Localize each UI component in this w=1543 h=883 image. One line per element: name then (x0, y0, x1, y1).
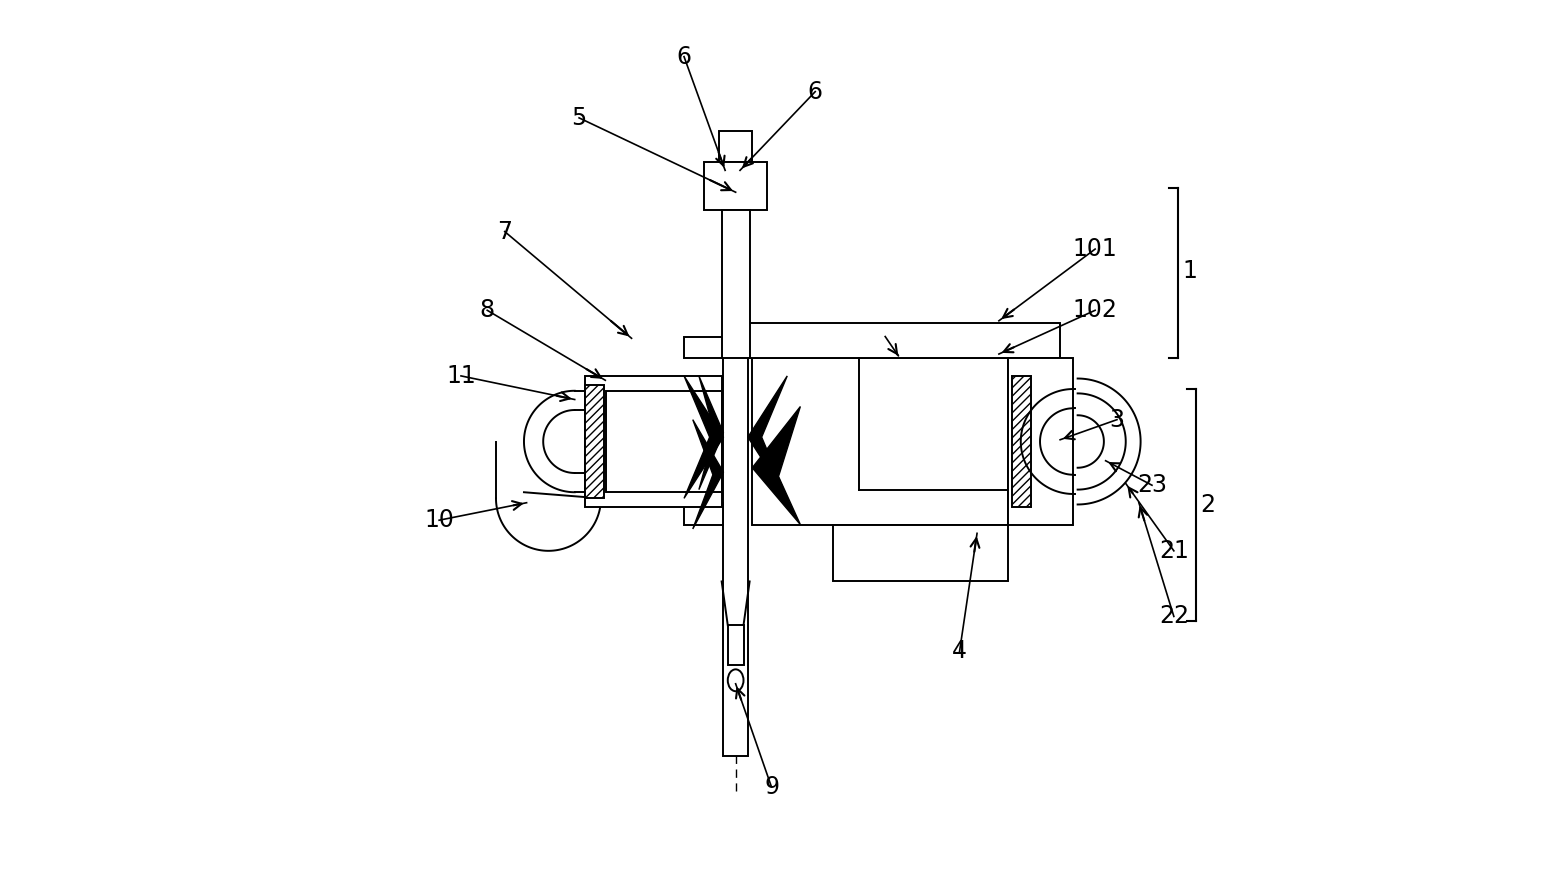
Bar (753, 358, 1008, 525)
Text: 2: 2 (1200, 494, 1214, 517)
Text: 101: 101 (1072, 237, 1117, 261)
Text: 3: 3 (1109, 408, 1125, 432)
Text: 22: 22 (1159, 605, 1188, 629)
Bar (724, 144, 748, 757)
Polygon shape (693, 419, 724, 529)
Text: 21: 21 (1159, 539, 1188, 562)
Polygon shape (684, 376, 724, 498)
Bar (722, 210, 750, 358)
Bar (585, 385, 605, 498)
Text: 5: 5 (878, 325, 893, 349)
Text: 10: 10 (424, 509, 454, 532)
Text: 102: 102 (1072, 298, 1117, 322)
Polygon shape (753, 406, 801, 525)
Bar (728, 625, 744, 665)
Polygon shape (699, 376, 724, 489)
Text: 6: 6 (807, 79, 822, 103)
Text: 5: 5 (571, 106, 586, 130)
Bar (833, 525, 1008, 581)
Text: 11: 11 (446, 364, 475, 388)
Bar (606, 391, 722, 492)
Polygon shape (748, 376, 787, 498)
Bar (719, 131, 753, 162)
Bar (1012, 376, 1031, 507)
Ellipse shape (728, 669, 744, 691)
Bar (1008, 358, 1074, 525)
Text: 6: 6 (676, 45, 691, 69)
Text: 7: 7 (497, 220, 512, 244)
Text: 8: 8 (480, 298, 495, 322)
Bar (684, 502, 724, 525)
Text: 4: 4 (952, 639, 967, 663)
Bar (684, 336, 724, 358)
Text: 23: 23 (1137, 473, 1167, 497)
Bar (704, 162, 767, 210)
Bar (585, 376, 722, 507)
Bar (748, 323, 1060, 358)
Text: 1: 1 (1182, 259, 1197, 283)
Text: 9: 9 (764, 775, 779, 799)
